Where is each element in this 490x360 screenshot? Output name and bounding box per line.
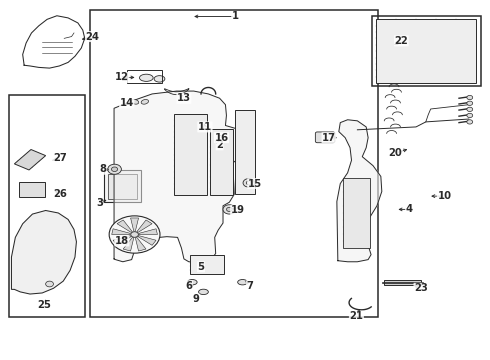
Bar xyxy=(174,114,207,195)
Text: 3: 3 xyxy=(96,198,103,208)
Text: 6: 6 xyxy=(185,281,192,291)
Circle shape xyxy=(467,101,473,105)
Text: 24: 24 xyxy=(86,32,99,41)
Bar xyxy=(9,95,85,317)
Text: 12: 12 xyxy=(115,72,129,82)
Circle shape xyxy=(467,120,473,124)
Text: 26: 26 xyxy=(53,189,67,199)
Polygon shape xyxy=(123,237,134,251)
Bar xyxy=(343,178,369,248)
Text: 19: 19 xyxy=(231,206,245,216)
Bar xyxy=(372,16,481,86)
Text: 16: 16 xyxy=(215,133,229,143)
Bar xyxy=(235,110,255,194)
Text: 23: 23 xyxy=(414,283,428,293)
Text: 18: 18 xyxy=(115,236,129,246)
Text: 10: 10 xyxy=(438,191,451,201)
Text: 5: 5 xyxy=(197,262,204,272)
Polygon shape xyxy=(117,220,132,232)
Polygon shape xyxy=(337,120,382,262)
Text: 21: 21 xyxy=(349,311,364,321)
Text: 4: 4 xyxy=(406,204,413,215)
Bar xyxy=(90,10,378,317)
Bar xyxy=(19,182,45,197)
Bar xyxy=(108,174,137,199)
Circle shape xyxy=(467,113,473,118)
Text: 15: 15 xyxy=(248,179,262,189)
Ellipse shape xyxy=(187,279,197,285)
Ellipse shape xyxy=(141,99,148,104)
Circle shape xyxy=(111,167,118,171)
Polygon shape xyxy=(113,236,131,245)
Text: 14: 14 xyxy=(120,98,134,108)
Ellipse shape xyxy=(140,74,153,81)
FancyBboxPatch shape xyxy=(316,132,335,143)
Circle shape xyxy=(243,179,255,187)
Circle shape xyxy=(108,164,122,174)
Circle shape xyxy=(109,216,160,253)
Text: 11: 11 xyxy=(198,122,212,132)
Polygon shape xyxy=(112,229,130,234)
Bar xyxy=(190,255,223,274)
Polygon shape xyxy=(137,220,152,232)
Ellipse shape xyxy=(154,76,165,82)
Text: 20: 20 xyxy=(389,148,402,158)
Circle shape xyxy=(467,107,473,112)
Ellipse shape xyxy=(198,289,208,294)
Ellipse shape xyxy=(238,279,247,285)
Circle shape xyxy=(46,281,53,287)
Text: 9: 9 xyxy=(193,294,199,304)
Text: 2: 2 xyxy=(216,140,223,150)
Circle shape xyxy=(246,181,251,185)
Polygon shape xyxy=(14,149,46,170)
Bar xyxy=(127,69,162,83)
Bar xyxy=(104,170,141,202)
Circle shape xyxy=(226,207,232,212)
Circle shape xyxy=(223,205,236,214)
Circle shape xyxy=(467,95,473,100)
Polygon shape xyxy=(11,211,76,294)
Text: 13: 13 xyxy=(177,93,191,103)
Bar xyxy=(376,19,476,83)
Text: 1: 1 xyxy=(232,12,239,22)
Circle shape xyxy=(131,232,138,237)
Text: 22: 22 xyxy=(394,36,408,46)
Polygon shape xyxy=(135,237,146,251)
Ellipse shape xyxy=(131,99,139,104)
Polygon shape xyxy=(138,236,156,245)
Bar xyxy=(384,280,421,285)
Polygon shape xyxy=(139,229,157,234)
Text: 25: 25 xyxy=(37,300,50,310)
Text: 27: 27 xyxy=(53,153,67,163)
Text: 7: 7 xyxy=(246,281,253,291)
Text: 8: 8 xyxy=(100,164,107,174)
Polygon shape xyxy=(131,218,139,231)
Text: 17: 17 xyxy=(322,133,336,143)
Bar xyxy=(210,129,233,195)
Polygon shape xyxy=(114,91,245,262)
